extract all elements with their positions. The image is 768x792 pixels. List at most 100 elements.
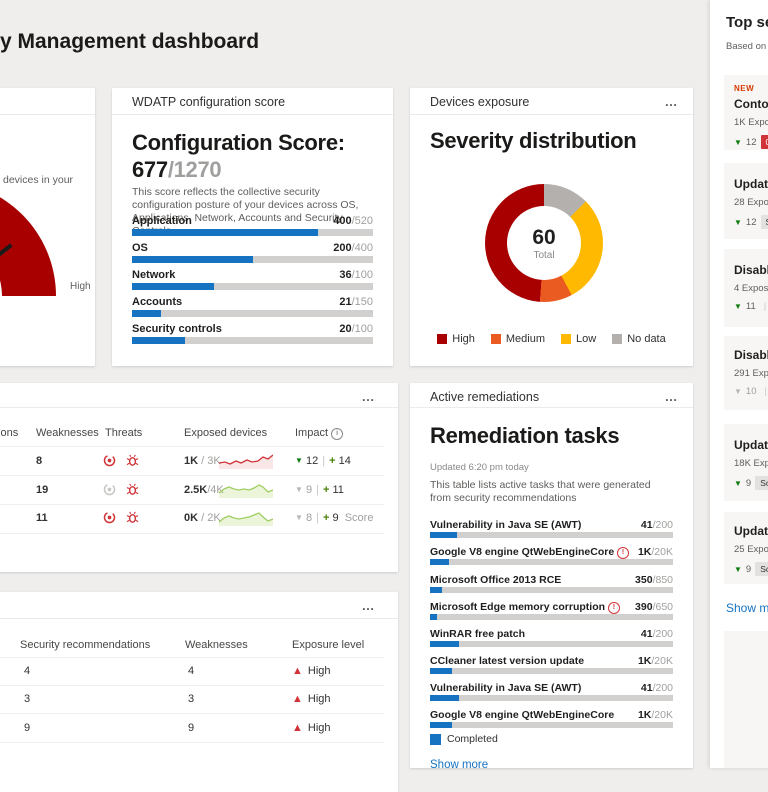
task-name[interactable]: Vulnerability in Java SE (AWT) [430, 519, 581, 531]
panel-show-more-link[interactable]: Show more [726, 601, 768, 615]
exposed-machines-card-header [0, 592, 398, 619]
bug-icon [126, 454, 139, 470]
value: 1K [638, 546, 651, 558]
value: 20 [339, 323, 351, 335]
column-header-recommendations: Security recommendations [0, 427, 18, 439]
row-divider [0, 475, 384, 476]
task-progress-bar [430, 695, 673, 701]
exposed-devices-text: 1K Exposed [734, 117, 768, 128]
task-progress-fill [430, 532, 457, 538]
severity-donut-hole: 60 Total [507, 206, 581, 280]
recommendation-card[interactable]: Update 28 Expose ▼ 12 Sof [724, 163, 768, 239]
remediation-description: This table lists active tasks that were … [430, 479, 660, 505]
config-category-bar [132, 283, 373, 290]
recommendation-card[interactable]: Disable 291 Expose ▼ 10 | + [724, 336, 768, 410]
trend-sparkline [219, 452, 273, 469]
task-progress-fill [430, 587, 442, 593]
exposed-devices-cell: 1K / 3K [184, 455, 221, 467]
recommendation-card[interactable]: Update 25 Expose ▼ 9 So [724, 512, 768, 584]
down-value: 12 [746, 137, 757, 148]
plus-icon: + [323, 484, 329, 496]
card-menu-button[interactable]: … [362, 596, 377, 616]
legend-item: Medium [491, 333, 545, 345]
impact-cell: ▼ 8|+ 9 Score [295, 512, 373, 524]
task-value: 350/850 [635, 574, 673, 586]
task-name[interactable]: Microsoft Office 2013 RCE [430, 574, 561, 586]
value: 1K [638, 655, 651, 667]
show-more-link[interactable]: Show more [430, 759, 488, 768]
impact-label: Impact [295, 427, 328, 439]
task-progress-bar [430, 559, 673, 565]
recommendation-card[interactable]: Update 18K Expose ▼ 9 So [724, 424, 768, 501]
trend-down-icon: ▼ [295, 485, 303, 494]
trend-down-icon: ▼ [295, 456, 303, 465]
value: 41 [641, 628, 653, 640]
exposed-devices-text: 28 Expose [734, 197, 768, 208]
info-icon[interactable]: i [331, 428, 343, 440]
impact-suffix: Score [345, 512, 374, 524]
recommendation-title: Disable [734, 348, 768, 362]
legend-item: No data [612, 333, 666, 345]
trend-down-icon: ▼ [734, 387, 742, 396]
exposed-value: 1K [184, 455, 198, 467]
trend-down-icon: ▼ [734, 479, 742, 488]
task-value: 41/200 [641, 682, 673, 694]
column-header-impact: Impact i [295, 427, 343, 440]
task-label: CCleaner latest version update [430, 655, 584, 667]
task-progress-bar [430, 532, 673, 538]
tag-badge: Sof [761, 215, 768, 229]
exposure-label: High [308, 665, 331, 677]
completed-label: Completed [447, 733, 498, 745]
task-progress-fill [430, 695, 459, 701]
config-category-label: Network [132, 269, 175, 281]
threat-insight-icon [103, 454, 116, 470]
card-menu-button[interactable]: … [665, 92, 680, 112]
card-menu-button[interactable]: … [362, 387, 377, 407]
task-label: Microsoft Edge memory corruption [430, 601, 605, 613]
row-divider [0, 533, 384, 534]
recommendation-card[interactable]: NEW Contoso 1K Exposed ▼ 12 0day [724, 75, 768, 150]
max: /150 [352, 296, 373, 308]
task-progress-bar [430, 722, 673, 728]
impact-down-value: 12 [306, 455, 318, 467]
task-name[interactable]: Google V8 engine QtWebEngineCore [430, 709, 614, 721]
card-menu-button[interactable]: … [665, 387, 680, 407]
task-name[interactable]: WinRAR free patch [430, 628, 525, 640]
config-category-bar-fill [132, 229, 318, 236]
task-label: Google V8 engine QtWebEngineCore [430, 546, 614, 558]
max: /200 [653, 519, 673, 531]
column-header-weaknesses: Weaknesses [36, 427, 99, 439]
config-category-label: Security controls [132, 323, 222, 335]
task-progress-fill [430, 559, 449, 565]
alert-info-icon[interactable]: ! [608, 602, 620, 614]
task-value: 390/650 [635, 601, 673, 613]
alert-info-icon[interactable]: ! [617, 547, 629, 559]
task-name[interactable]: Google V8 engine QtWebEngineCore ! [430, 546, 629, 559]
config-category-bar [132, 310, 373, 317]
configuration-score-title-text: Configuration Score: [132, 130, 345, 155]
recommendation-card[interactable]: Disable 4 Exposed ▼ 11 | + [724, 249, 768, 327]
configuration-score-max: /1270 [168, 157, 222, 182]
max: /20K [651, 546, 673, 558]
column-header-exposed-devices: Exposed devices [184, 427, 267, 439]
exposed-machines-card: … Security recommendations Weaknesses Ex… [0, 592, 398, 792]
row-divider [0, 504, 384, 505]
plus-icon: + [323, 512, 329, 524]
config-category-value: 400/520 [333, 215, 373, 227]
task-name[interactable]: CCleaner latest version update [430, 655, 584, 667]
vulnerable-software-card: … Security recommendations Weaknesses Th… [0, 383, 398, 572]
impact-row: ▼ 12 0day [734, 135, 768, 149]
devices-exposure-card-header: Devices exposure [410, 88, 693, 115]
recommendation-card[interactable] [724, 631, 768, 768]
legend-swatch-medium [491, 334, 501, 344]
task-name[interactable]: Vulnerability in Java SE (AWT) [430, 682, 581, 694]
down-value: 11 [746, 301, 756, 312]
separator: | [760, 301, 768, 312]
exposure-score-card-header [0, 88, 95, 115]
impact-row: ▼ 9 So [734, 562, 768, 576]
bug-icon [126, 483, 139, 499]
legend-label: Medium [506, 333, 545, 345]
weaknesses-cell: 3 [188, 693, 194, 705]
task-name[interactable]: Microsoft Edge memory corruption ! [430, 601, 620, 614]
trend-down-icon: ▼ [734, 565, 742, 574]
